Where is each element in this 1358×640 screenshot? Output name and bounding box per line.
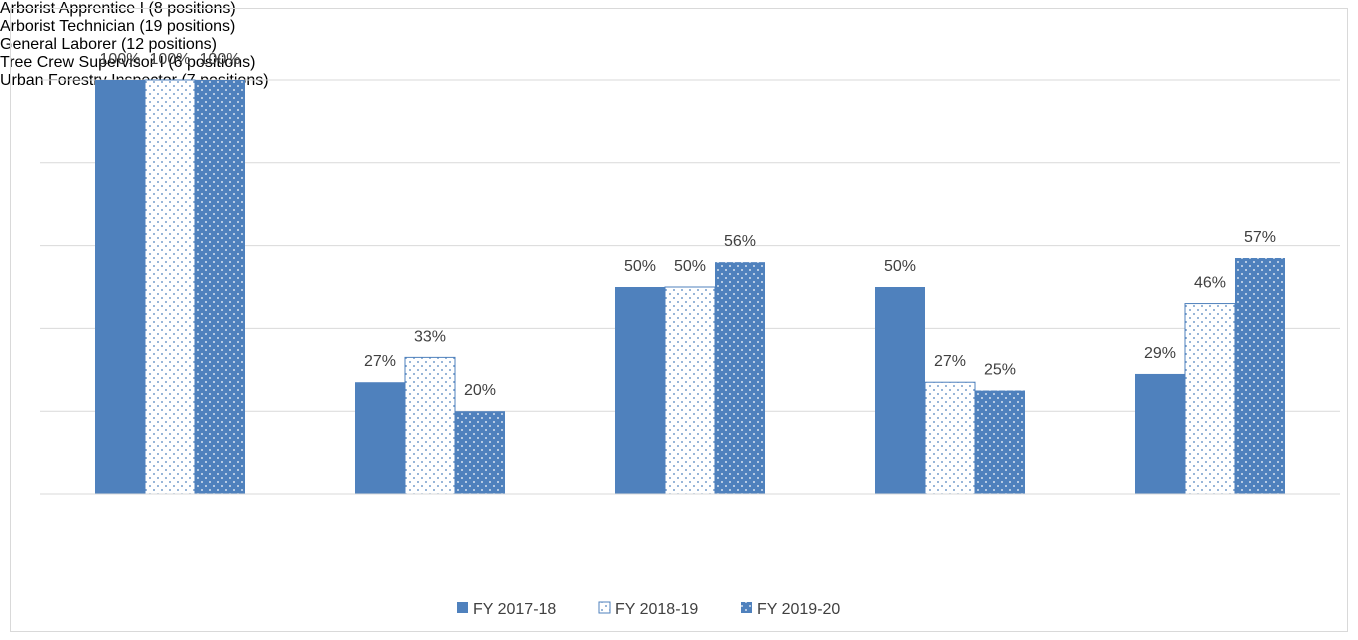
legend-label: FY 2018-19 — [615, 601, 698, 618]
bar — [615, 287, 665, 494]
bar — [195, 80, 245, 494]
x-tick-label: Tree Crew Supervisor I (6 positions) — [0, 54, 256, 71]
legend-label: FY 2019-20 — [757, 601, 840, 618]
data-label: 57% — [1244, 229, 1276, 246]
bar — [355, 382, 405, 494]
data-label: 100% — [150, 51, 191, 68]
data-label: 33% — [414, 328, 446, 345]
bar — [664, 286, 716, 495]
data-label: 50% — [884, 258, 916, 275]
data-label: 27% — [934, 353, 966, 370]
data-label: 29% — [1144, 345, 1176, 362]
chart-frame — [10, 8, 1348, 632]
x-tick-label: General Laborer (12 positions) — [0, 36, 218, 53]
bar — [95, 80, 145, 494]
bar — [1135, 373, 1185, 494]
data-label: 50% — [674, 258, 706, 275]
legend-swatch — [598, 601, 611, 614]
data-label: 46% — [1194, 275, 1226, 292]
bar — [455, 411, 505, 494]
legend-label: FY 2017-18 — [473, 601, 556, 618]
bar — [1184, 303, 1236, 495]
bar — [924, 381, 976, 495]
legend-swatch — [741, 602, 752, 613]
data-label: 56% — [724, 233, 756, 250]
data-label: 50% — [624, 258, 656, 275]
data-label: 100% — [100, 51, 141, 68]
data-label: 100% — [200, 51, 241, 68]
x-tick-label: Arborist Technician (19 positions) — [0, 18, 236, 35]
bar — [975, 390, 1025, 494]
bar — [875, 287, 925, 494]
data-label: 27% — [364, 353, 396, 370]
data-label: 25% — [984, 362, 1016, 379]
bar — [715, 262, 765, 494]
bar — [1235, 258, 1285, 494]
data-label: 20% — [464, 382, 496, 399]
legend-swatch — [457, 602, 468, 613]
bar — [404, 356, 456, 495]
bar — [144, 79, 196, 495]
